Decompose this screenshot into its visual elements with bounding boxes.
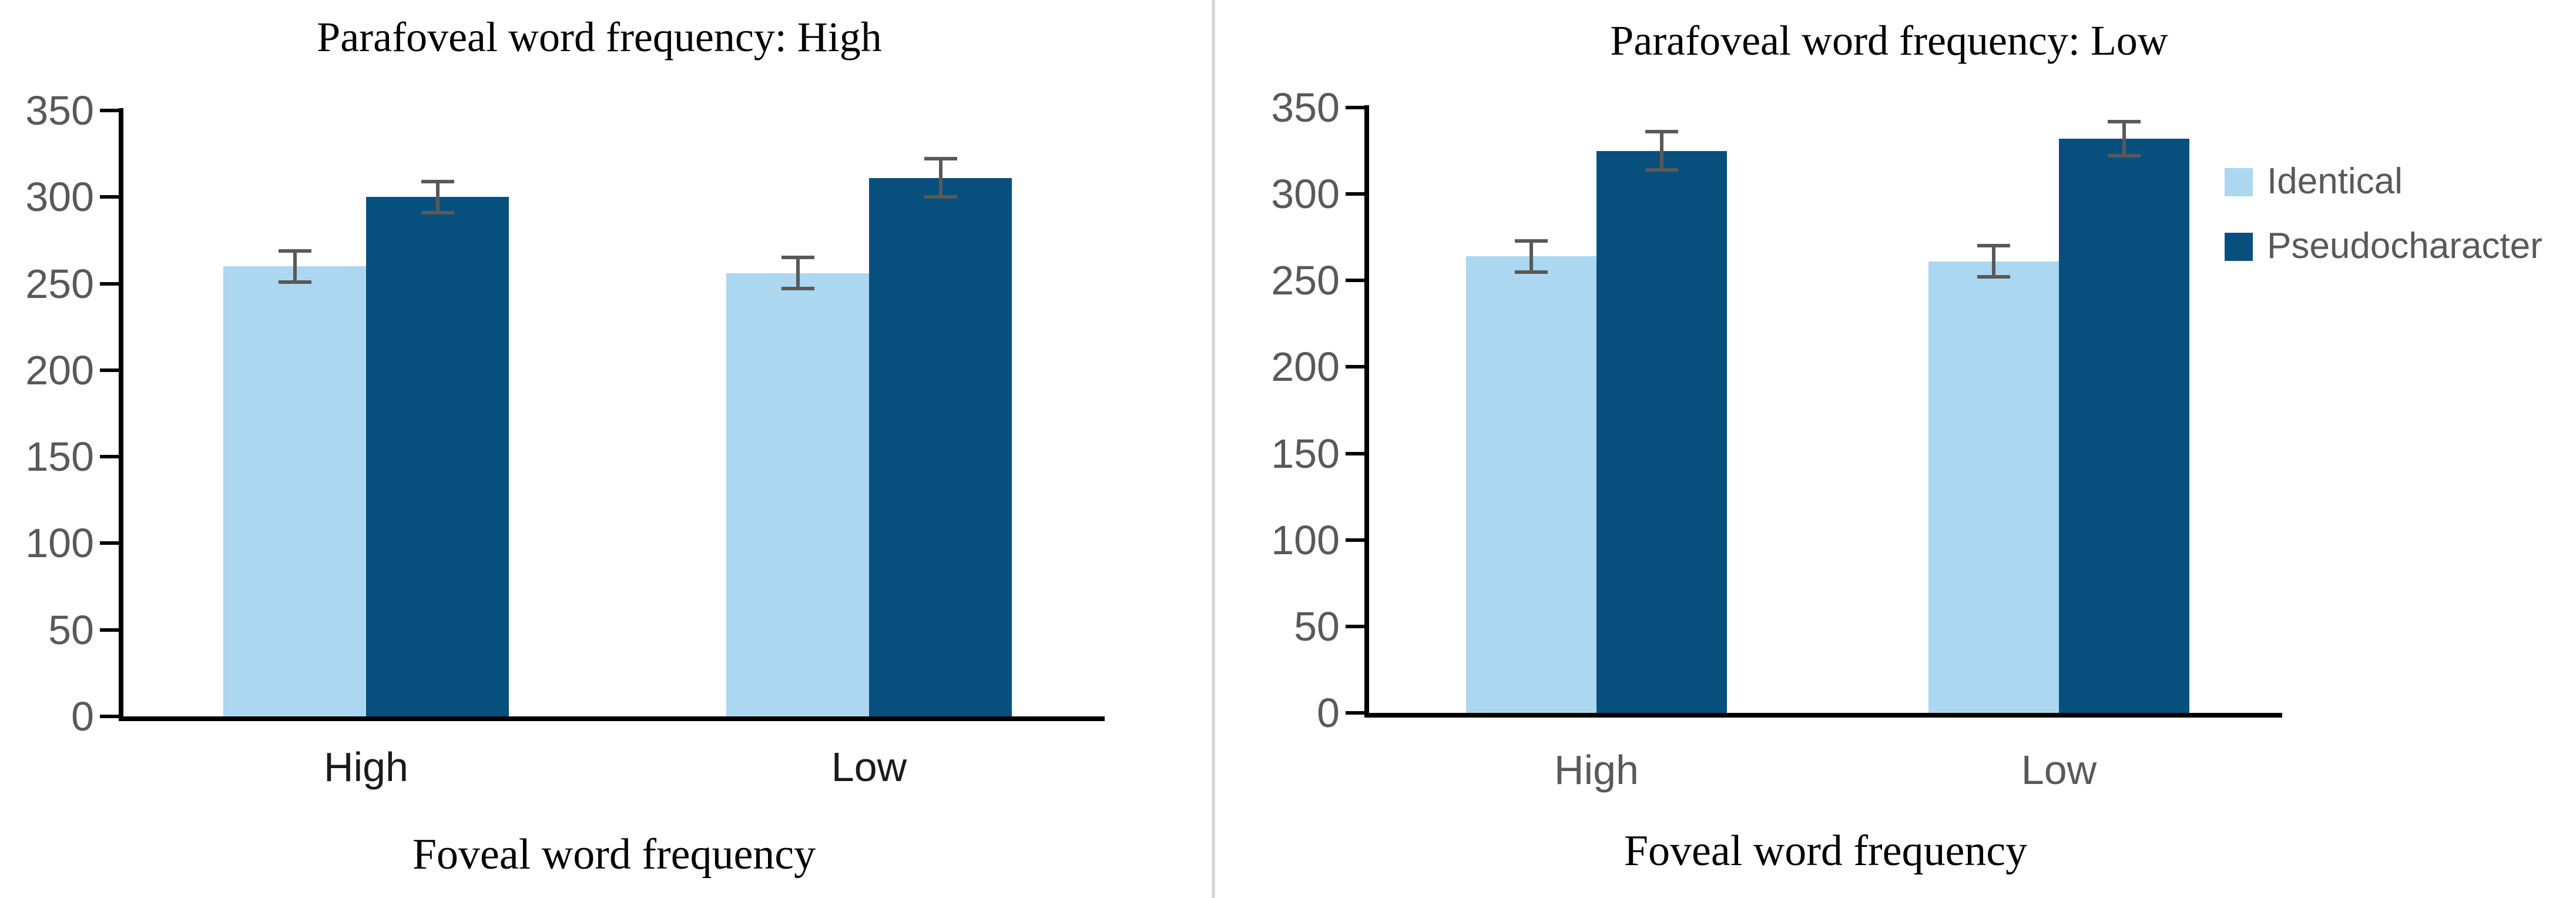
y-tick-label: 250 [25,261,94,307]
error-bar-line [293,251,297,282]
error-bar-line [1992,246,1995,277]
error-bar-cap-bottom [2108,154,2141,158]
y-tick [1346,625,1364,628]
y-tick-label: 200 [25,347,94,393]
y-tick [100,628,119,632]
x-axis-title: Foveal word frequency [412,830,816,879]
category-label-high: High [1554,747,1639,793]
bar-pseudocharacter-high [1596,151,1727,715]
error-bar-line [796,257,800,289]
y-tick [100,541,119,545]
panel-divider [1212,0,1215,898]
error-bar-line [1660,132,1663,170]
y-tick-label: 50 [48,607,94,653]
error-bar-cap-top [1977,244,2010,247]
y-tick-label: 350 [25,88,94,133]
y-tick-label: 200 [1271,344,1340,390]
y-tick-label: 300 [25,174,94,220]
y-tick [1346,279,1364,282]
error-bar-cap-top [781,256,814,259]
error-bar-line [939,159,942,197]
error-bar-cap-top [924,157,957,160]
y-tick-label: 0 [1317,690,1340,736]
error-bar-cap-bottom [421,211,454,215]
y-tick [1346,452,1364,455]
error-bar-cap-top [279,249,311,253]
y-tick [1346,106,1364,109]
y-axis-line [119,108,123,721]
error-bar-cap-top [421,180,454,183]
y-tick-label: 250 [1271,257,1340,303]
y-tick [1346,192,1364,196]
chart-title: Parafoveal word frequency: High [317,14,882,61]
category-label-low: Low [831,744,907,790]
y-tick [100,195,119,199]
y-tick [100,282,119,286]
bar-identical-high [223,266,366,719]
error-bar-cap-top [1645,130,1678,133]
bar-identical-low [726,273,869,719]
y-tick [100,715,119,718]
y-tick-label: 350 [1271,85,1340,130]
y-tick [1346,365,1364,368]
bar-pseudocharacter-low [869,178,1012,719]
error-bar-line [436,182,440,213]
y-tick [100,368,119,372]
category-label-high: High [324,744,408,790]
y-tick [1346,538,1364,542]
legend-swatch-pseudocharacter [2225,233,2253,261]
y-tick [1346,711,1364,715]
error-bar-cap-bottom [924,195,957,199]
error-bar-cap-bottom [781,287,814,290]
chart-title: Parafoveal word frequency: Low [1610,17,2168,64]
category-label-low: Low [2021,747,2097,793]
y-axis-line [1364,105,1369,718]
y-tick-label: 150 [25,434,94,480]
error-bar-line [1530,241,1533,272]
error-bar-cap-top [2108,120,2141,123]
y-tick-label: 0 [71,693,94,739]
y-tick-label: 100 [1271,517,1340,563]
error-bar-cap-top [1515,239,1548,243]
legend-label-pseudocharacter: Pseudocharacter [2267,226,2543,266]
bar-pseudocharacter-high [366,197,509,719]
y-tick-label: 300 [1271,171,1340,217]
error-bar-cap-bottom [1515,270,1548,274]
x-axis-line [119,716,1105,721]
bar-identical-low [1928,262,2059,715]
x-axis-title: Foveal word frequency [1624,827,2028,875]
error-bar-cap-bottom [279,280,311,284]
y-tick [100,455,119,458]
error-bar-cap-bottom [1645,168,1678,172]
y-tick-label: 100 [25,520,94,566]
legend-label-identical: Identical [2267,161,2403,202]
legend-swatch-identical [2225,168,2253,196]
y-tick-label: 150 [1271,431,1340,477]
bar-identical-high [1466,256,1596,715]
y-tick [100,109,119,112]
bar-pseudocharacter-low [2059,139,2189,715]
error-bar-line [2122,122,2126,156]
error-bar-cap-bottom [1977,275,2010,279]
x-axis-line [1364,713,2282,718]
y-tick-label: 50 [1294,604,1340,649]
